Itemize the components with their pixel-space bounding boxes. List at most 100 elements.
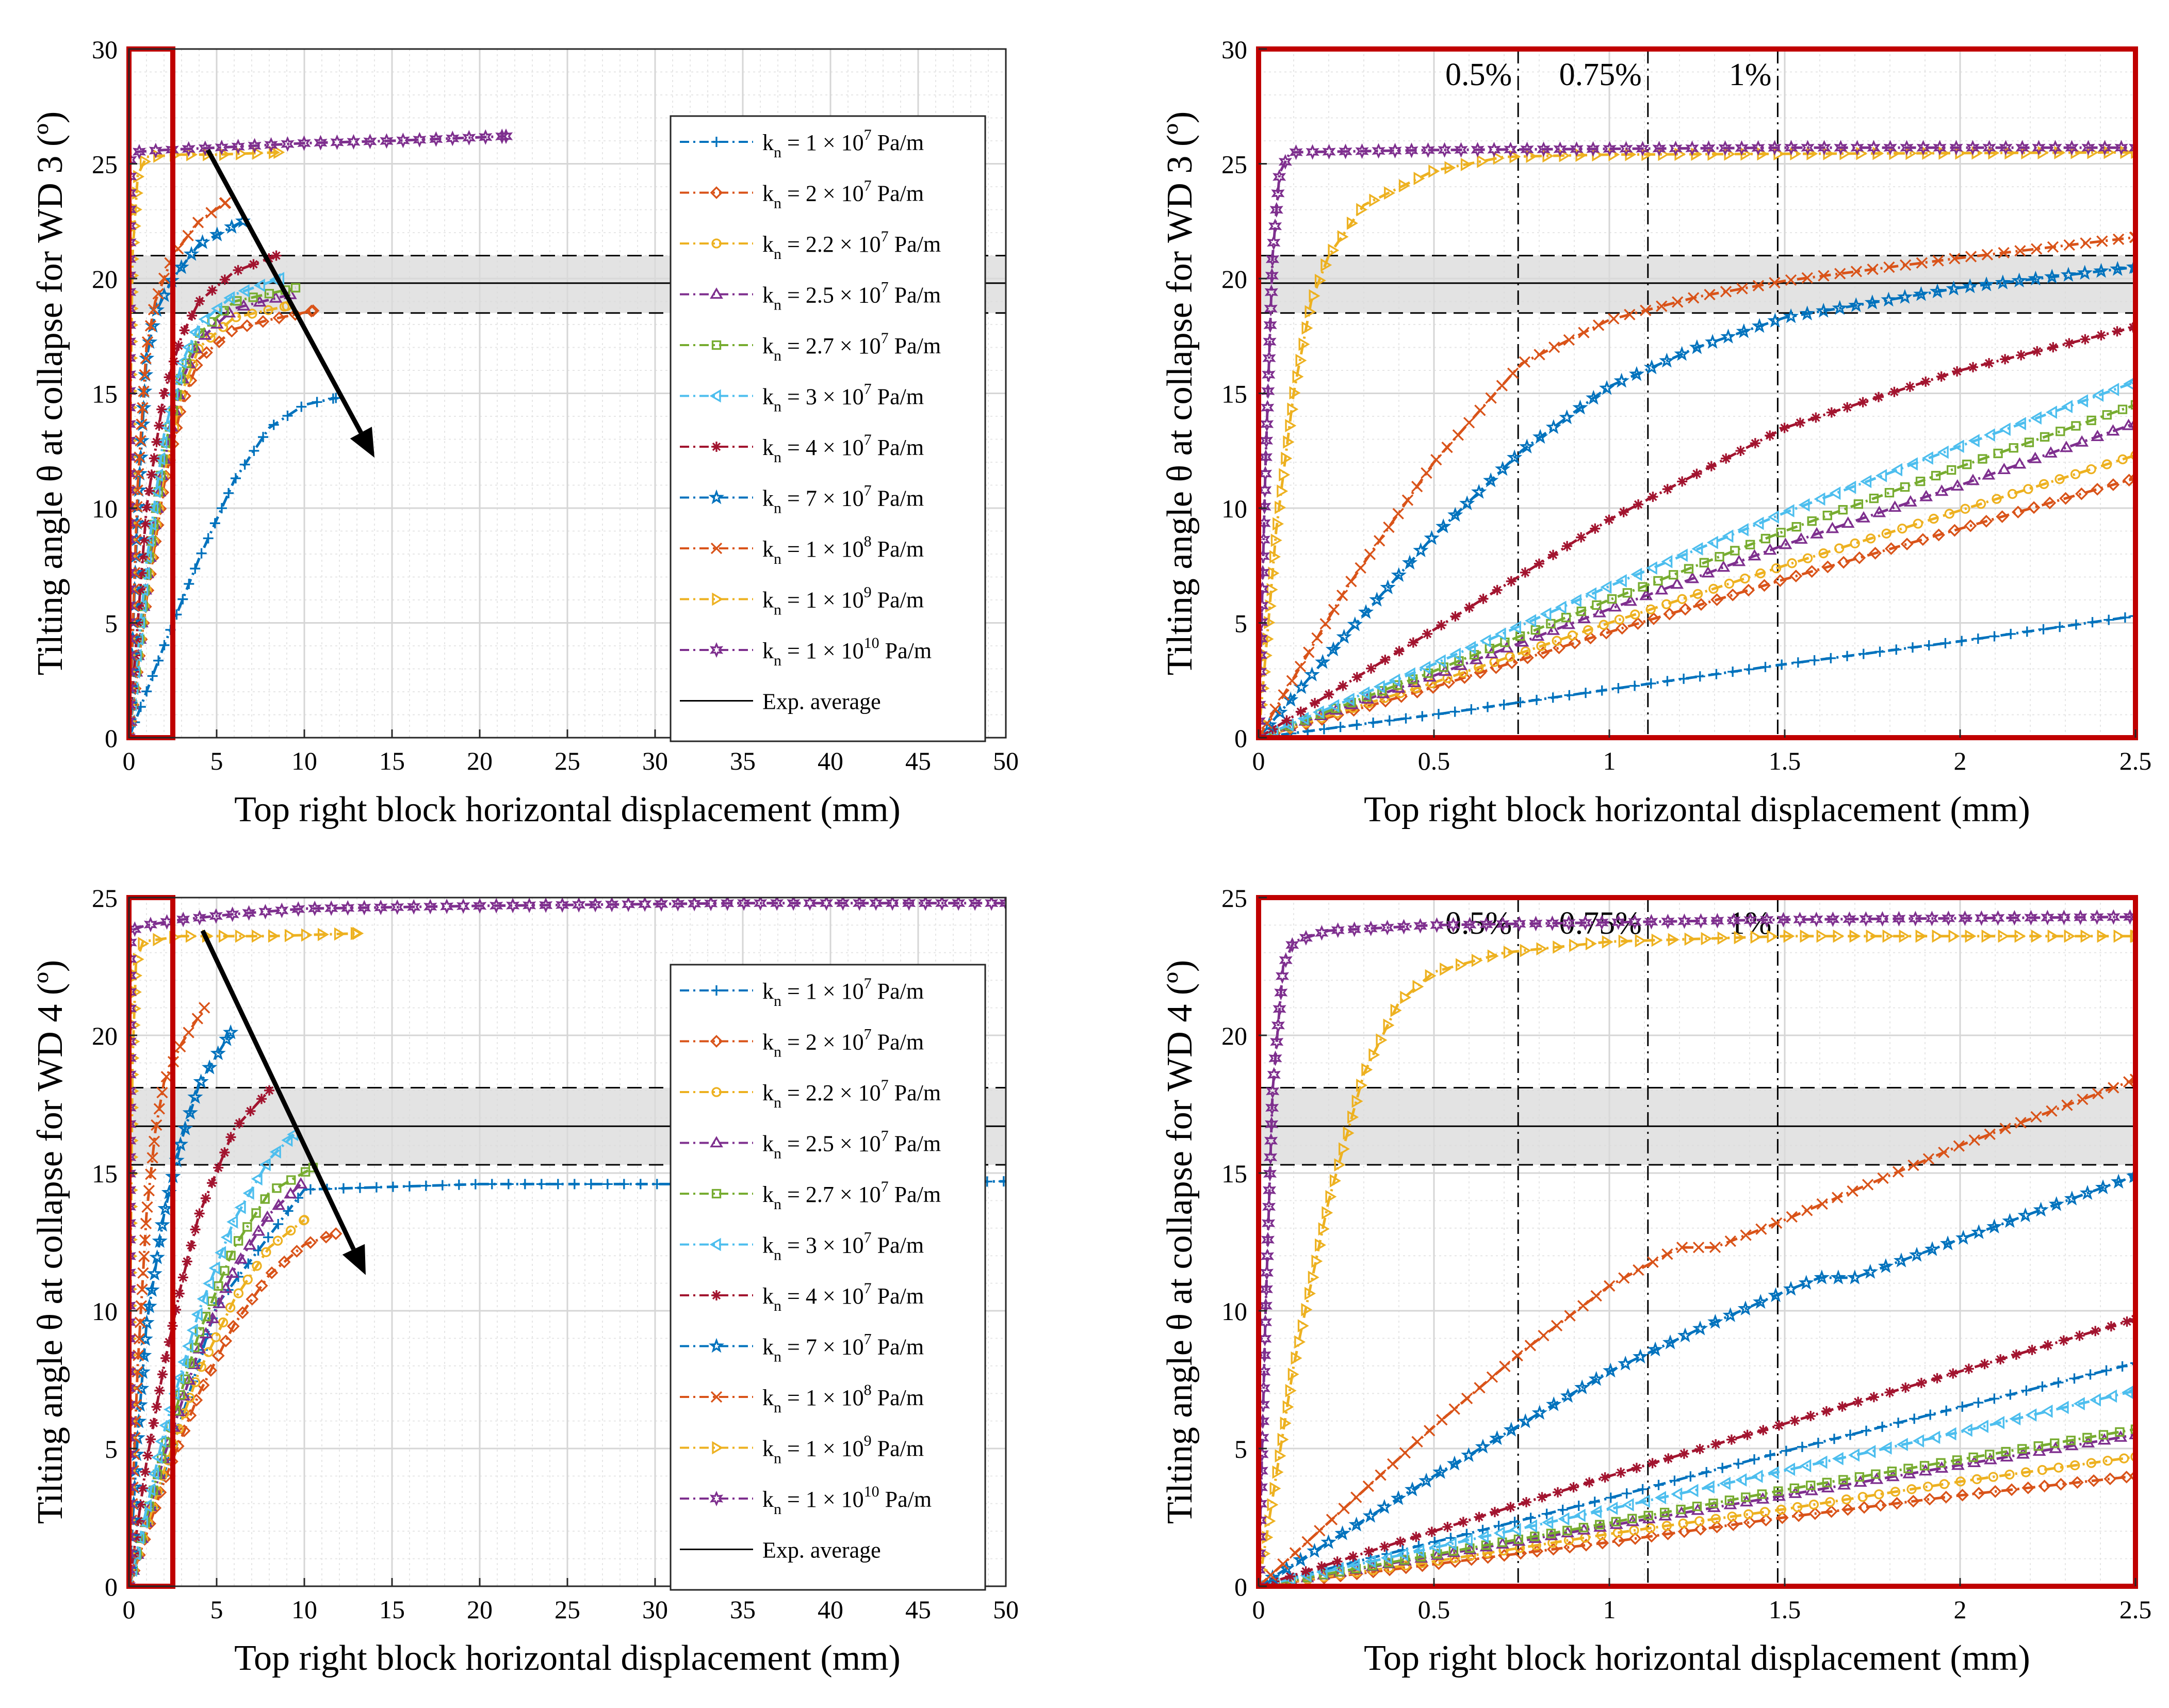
- series-marker: [2040, 432, 2050, 442]
- series-marker: [2097, 929, 2109, 943]
- series-marker: [754, 898, 768, 911]
- series-marker: [272, 311, 286, 324]
- series-marker: [1874, 1499, 1887, 1512]
- series-marker: [1755, 1223, 1767, 1235]
- series-marker: [371, 1182, 382, 1193]
- x-tick-label: 50: [993, 746, 1019, 775]
- series-marker: [1647, 1458, 1658, 1469]
- series-marker: [1541, 1508, 1552, 1519]
- x-axis-label: Top right block horizontal displacement …: [1364, 790, 2030, 829]
- series-marker: [1952, 366, 1963, 377]
- series-marker: [1752, 280, 1765, 291]
- y-tick-label: 15: [92, 1159, 118, 1188]
- series-marker: [1383, 1558, 1394, 1568]
- series-marker: [304, 1236, 317, 1249]
- series-marker: [446, 131, 460, 147]
- series-marker: [182, 1373, 196, 1385]
- series-marker: [2098, 140, 2112, 156]
- series-marker: [1655, 1491, 1667, 1505]
- series-marker: [1355, 143, 1369, 159]
- series-marker: [1783, 504, 1795, 518]
- series-marker: [182, 375, 192, 385]
- series-marker: [1275, 1449, 1286, 1463]
- legend-label: kn = 1 × 108 Pa/m: [762, 1381, 924, 1416]
- series-marker: [651, 1179, 662, 1190]
- series-marker: [1261, 1215, 1276, 1231]
- series-marker: [1616, 1467, 1626, 1478]
- series-marker: [1570, 141, 1584, 157]
- series-marker: [1428, 164, 1440, 178]
- series-marker: [1677, 476, 1688, 487]
- series-marker: [149, 1249, 165, 1264]
- legend-marker: [708, 1338, 725, 1353]
- series-marker: [2075, 435, 2089, 447]
- series-marker: [490, 898, 503, 914]
- series-marker: [2005, 628, 2016, 639]
- series-marker: [2021, 1385, 2032, 1396]
- series-marker: [265, 1266, 279, 1279]
- series-marker: [151, 1119, 162, 1131]
- series-marker: [1776, 528, 1786, 538]
- series-marker: [156, 1086, 168, 1099]
- series-marker: [2041, 909, 2054, 925]
- series-marker: [198, 312, 210, 326]
- series-marker: [1477, 154, 1489, 168]
- series-marker: [1932, 929, 1944, 943]
- series-marker: [1486, 1371, 1498, 1383]
- series-marker: [1909, 910, 1922, 926]
- series-marker: [1589, 1496, 1600, 1507]
- series-marker: [225, 1303, 236, 1313]
- series-marker: [1992, 494, 2002, 504]
- series-marker: [2048, 140, 2062, 156]
- series-marker: [1297, 1319, 1309, 1333]
- series-marker: [2114, 140, 2128, 156]
- series-marker: [281, 136, 295, 152]
- series-marker: [1531, 1405, 1547, 1420]
- series-marker: [2127, 1167, 2135, 1183]
- legend-label: Exp. average: [762, 689, 881, 714]
- series-marker: [138, 385, 150, 397]
- series-marker: [347, 134, 361, 150]
- series-marker: [1685, 140, 1699, 156]
- series-marker: [1662, 676, 1673, 687]
- legend-label: kn = 7 × 107 Pa/m: [762, 482, 924, 517]
- series-marker: [1389, 673, 1400, 687]
- series-marker: [1628, 914, 1642, 930]
- series-marker: [159, 419, 171, 433]
- x-tick-label: 0: [123, 746, 136, 775]
- series-marker: [1260, 1248, 1275, 1264]
- series-marker: [1727, 666, 1738, 677]
- series-marker: [159, 640, 170, 650]
- series-marker: [2007, 489, 2018, 499]
- series-marker: [655, 898, 668, 912]
- series-marker: [1971, 1224, 1987, 1239]
- series-marker: [1826, 407, 1837, 418]
- series-marker: [1637, 1484, 1648, 1494]
- x-tick-label: 50: [993, 1595, 1019, 1624]
- series-marker: [1655, 583, 1669, 595]
- series-marker: [2005, 1389, 2016, 1400]
- series-marker: [2077, 1093, 2089, 1105]
- series-marker: [330, 134, 344, 150]
- series-marker: [1599, 380, 1615, 395]
- series-marker: [151, 436, 162, 447]
- series-marker: [1411, 481, 1423, 493]
- series-marker: [1289, 144, 1303, 160]
- series-marker: [226, 1320, 240, 1333]
- series-marker: [1784, 1462, 1796, 1476]
- trend-arrow: [206, 149, 374, 458]
- series-marker: [1412, 980, 1424, 994]
- series-marker: [1471, 142, 1485, 158]
- series-marker: [1694, 1444, 1705, 1455]
- series-marker: [1842, 650, 1853, 661]
- x-tick-label: 10: [291, 746, 317, 775]
- series-marker: [1925, 910, 1939, 926]
- series-marker: [1760, 533, 1771, 544]
- series-marker: [2090, 909, 2104, 925]
- legend-entry-7: kn = 7 × 107 Pa/m: [680, 1331, 924, 1365]
- series-marker: [2091, 430, 2105, 442]
- series-marker: [2127, 258, 2135, 274]
- series-marker: [2079, 1185, 2096, 1200]
- series-marker: [1809, 912, 1823, 928]
